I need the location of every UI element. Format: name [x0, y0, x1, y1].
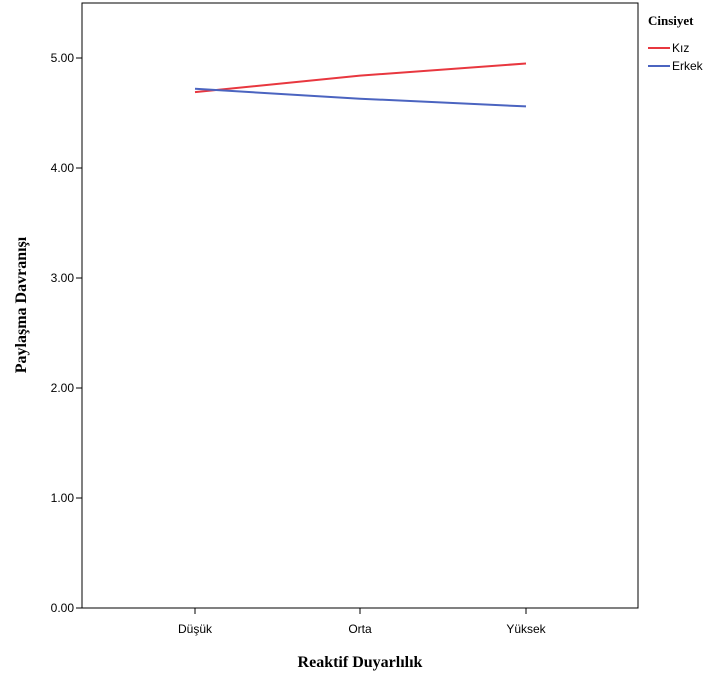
x-axis: Düşük Orta Yüksek — [178, 608, 547, 636]
series-line-erkek — [194, 87, 527, 108]
x-tick-label: Orta — [348, 622, 372, 636]
legend: Cinsiyet Kız Erkek — [648, 13, 704, 73]
x-tick-label: Yüksek — [506, 622, 546, 636]
x-tick-label: Düşük — [178, 622, 213, 636]
y-tick-label: 2.00 — [51, 381, 75, 395]
y-tick-label: 5.00 — [51, 51, 75, 65]
series-line-kiz — [194, 62, 527, 94]
y-tick-label: 4.00 — [51, 161, 75, 175]
y-tick-label: 3.00 — [51, 271, 75, 285]
legend-label-kiz: Kız — [672, 41, 689, 55]
y-tick-label: 1.00 — [51, 491, 75, 505]
series-lines — [194, 62, 527, 108]
x-axis-title: Reaktif Duyarlılık — [298, 654, 423, 671]
plot-frame — [81, 2, 639, 609]
legend-title: Cinsiyet — [648, 13, 694, 28]
legend-label-erkek: Erkek — [672, 59, 704, 73]
y-axis: 0.00 1.00 2.00 3.00 4.00 5.00 — [51, 51, 82, 615]
y-tick-label: 0.00 — [51, 601, 75, 615]
y-axis-title: Paylaşma Davranışı — [13, 236, 30, 373]
